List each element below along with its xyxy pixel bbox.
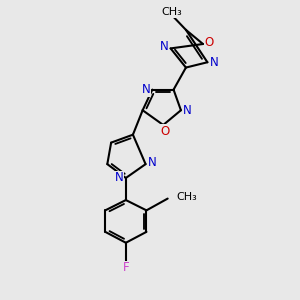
Text: O: O	[160, 125, 169, 138]
Text: N: N	[142, 83, 150, 96]
Text: N: N	[183, 104, 192, 117]
Text: CH₃: CH₃	[176, 192, 197, 202]
Text: O: O	[205, 36, 214, 49]
Text: N: N	[160, 40, 169, 53]
Text: N: N	[209, 56, 218, 69]
Text: N: N	[115, 172, 124, 184]
Text: CH₃: CH₃	[162, 8, 182, 17]
Text: N: N	[148, 156, 156, 169]
Text: F: F	[122, 261, 129, 274]
